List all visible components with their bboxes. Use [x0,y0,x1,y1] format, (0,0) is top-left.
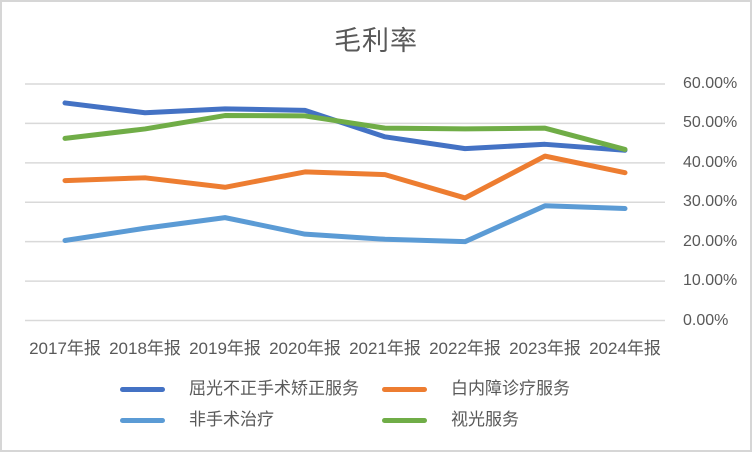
legend-marker-line [382,417,427,423]
legend-item: 视光服务 [382,410,519,430]
x-axis-label: 2023年报 [509,339,581,358]
chart-title: 毛利率 [334,26,418,56]
series-line [62,153,628,201]
legend-item: 屈光不正手术矫正服务 [120,379,359,399]
y-axis-tick-label: 0.00% [683,311,729,329]
series-line [62,203,628,245]
legend-label: 视光服务 [451,410,519,429]
series-line [62,113,628,152]
x-axis-label: 2019年报 [189,339,261,358]
y-axis-tick-label: 60.00% [683,75,738,92]
y-axis-tick-label: 20.00% [683,232,738,250]
x-axis-label: 2022年报 [429,339,501,358]
y-axis-tick-label: 30.00% [683,193,738,211]
x-axis-label: 2018年报 [109,339,181,358]
legend-item: 非手术治疗 [120,410,274,430]
legend-marker-line [120,417,165,423]
x-axis-label: 2024年报 [589,339,661,358]
y-axis-tick-label: 10.00% [683,272,738,290]
y-axis-tick-label: 40.00% [683,153,738,171]
x-axis-label: 2021年报 [349,339,421,358]
legend-marker-line [120,386,165,392]
legend-label: 屈光不正手术矫正服务 [189,379,359,398]
legend-item: 白内障诊疗服务 [382,379,570,399]
x-axis: 2017年报 2018年报 2019年报 2020年报 2021年报 2022年报 2023… [25,339,665,359]
legend-label: 白内障诊疗服务 [451,379,570,398]
legend-marker-line [382,386,427,392]
y-axis-tick-label: 50.00% [683,114,738,132]
legend-label: 非手术治疗 [189,410,274,429]
x-axis-label: 2017年报 [29,339,101,358]
x-axis-label: 2020年报 [269,339,341,358]
